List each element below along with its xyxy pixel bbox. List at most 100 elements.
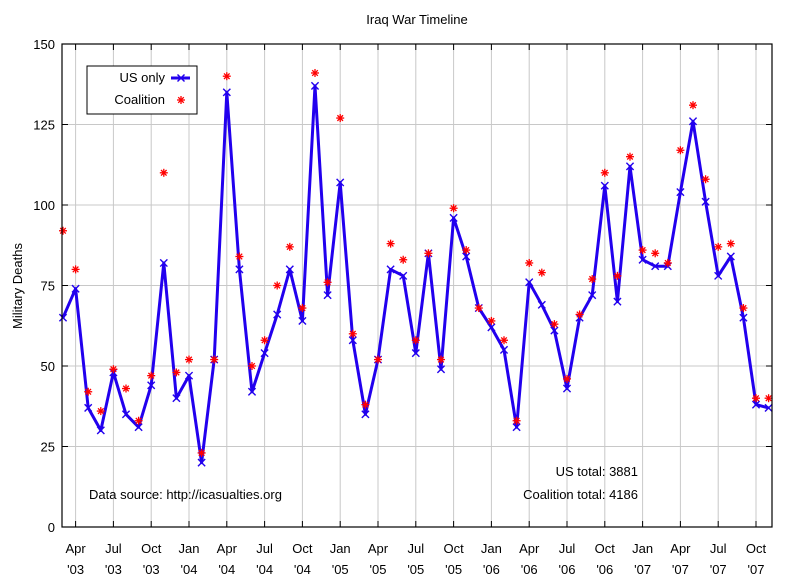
x-tick-month: Jul xyxy=(256,541,273,556)
source-annotation: Data source: http://icasualties.org xyxy=(89,487,282,502)
x-tick-month: Oct xyxy=(292,541,313,556)
us-only-point xyxy=(285,265,294,274)
us-only-point xyxy=(562,384,572,393)
us-only-point xyxy=(134,423,143,432)
legend: US only Coalition xyxy=(86,65,198,115)
x-tick-month: Jan xyxy=(179,541,200,556)
x-tick-year: '03 xyxy=(143,562,160,577)
x-tick-month: Jan xyxy=(632,541,653,556)
coalition-point xyxy=(550,320,559,329)
us-only-point xyxy=(399,271,408,280)
coalition-point xyxy=(348,329,357,338)
coalition-point xyxy=(109,365,118,374)
coalition-total-annotation: Coalition total: 4186 xyxy=(523,487,638,502)
coalition-point xyxy=(638,246,647,255)
coalition-point xyxy=(575,310,584,319)
chart-title: Iraq War Timeline xyxy=(366,12,467,27)
x-tick-year: '07 xyxy=(634,562,651,577)
us-only-point xyxy=(121,410,131,419)
x-tick-month: Jul xyxy=(559,541,576,556)
coalition-point xyxy=(537,268,546,277)
coalition-point xyxy=(134,416,143,425)
us-only-point xyxy=(487,323,496,332)
coalition-point xyxy=(613,271,622,280)
us-only-point xyxy=(386,265,395,274)
x-tick-year: '05 xyxy=(332,562,349,577)
legend-marker-us xyxy=(177,74,185,82)
x-tick-year: '06 xyxy=(521,562,538,577)
x-tick-year: '06 xyxy=(596,562,613,577)
x-tick-year: '04 xyxy=(181,562,198,577)
us-only-point xyxy=(751,400,761,409)
legend-marker-coalition xyxy=(177,96,185,104)
coalition-point xyxy=(197,448,206,457)
us-only-point xyxy=(298,316,307,326)
coalition-point xyxy=(689,101,697,110)
us-only-point xyxy=(588,291,597,300)
us-only-point xyxy=(638,255,647,264)
coalition-point xyxy=(248,362,256,370)
us-only-point xyxy=(71,284,80,293)
coalition-point xyxy=(374,355,382,364)
coalition-point xyxy=(59,226,67,235)
coalition-point xyxy=(500,336,508,345)
us-only-point xyxy=(625,162,635,171)
coalition-point xyxy=(651,249,660,258)
x-tick-month: Apr xyxy=(519,541,540,556)
coalition-point xyxy=(159,168,168,177)
coalition-point xyxy=(600,168,609,177)
x-tick-year: '05 xyxy=(370,562,387,577)
x-tick-year: '03 xyxy=(105,562,122,577)
us-only-point xyxy=(247,387,257,396)
us-only-point xyxy=(323,291,332,300)
x-tick-month: Oct xyxy=(746,541,767,556)
coalition-point xyxy=(525,258,534,267)
us-only-point xyxy=(525,278,534,287)
us-only-point xyxy=(449,213,458,222)
coalition-point xyxy=(676,146,685,155)
coalition-point xyxy=(96,407,105,416)
y-tick-label: 150 xyxy=(33,37,55,52)
x-tick-month: Apr xyxy=(368,541,389,556)
y-tick-label: 125 xyxy=(33,118,55,133)
us-only-point xyxy=(512,423,521,432)
x-tick-year: '07 xyxy=(748,562,765,577)
legend-label-us: US only xyxy=(119,70,165,85)
x-tick-month: Jan xyxy=(330,541,351,556)
us-only-point xyxy=(84,403,93,412)
x-tick-year: '03 xyxy=(67,562,84,577)
y-tick-label: 0 xyxy=(48,520,55,535)
x-tick-year: '05 xyxy=(445,562,462,577)
x-tick-year: '06 xyxy=(483,562,500,577)
coalition-point xyxy=(336,114,345,123)
x-tick-month: Jan xyxy=(481,541,502,556)
x-tick-month: Jul xyxy=(407,541,424,556)
legend-label-coalition: Coalition xyxy=(114,92,165,107)
coalition-point xyxy=(260,336,269,345)
coalition-point xyxy=(210,355,219,364)
coalition-point xyxy=(726,239,735,248)
us-only-point xyxy=(600,181,609,190)
us-only-point xyxy=(273,310,282,319)
grid xyxy=(62,44,772,527)
us-only-point xyxy=(688,117,698,126)
x-tick-year: '05 xyxy=(407,562,424,577)
coalition-point xyxy=(185,355,193,364)
x-tick-month: Jul xyxy=(105,541,122,556)
coalition-point xyxy=(71,265,80,274)
x-tick-year: '06 xyxy=(559,562,576,577)
us-only-point xyxy=(58,313,68,322)
x-tick-year: '04 xyxy=(256,562,273,577)
us-only-point xyxy=(764,403,773,412)
x-tick-month: Apr xyxy=(670,541,691,556)
us-only-point xyxy=(361,410,370,419)
x-tick-year: '07 xyxy=(672,562,689,577)
coalition-point xyxy=(487,316,496,325)
us-only-point xyxy=(147,381,156,390)
coalition-point xyxy=(474,304,483,313)
us-only-point xyxy=(726,252,735,261)
coalition-point xyxy=(739,304,748,313)
us-only-point xyxy=(537,300,546,309)
coalition-point xyxy=(449,204,458,213)
